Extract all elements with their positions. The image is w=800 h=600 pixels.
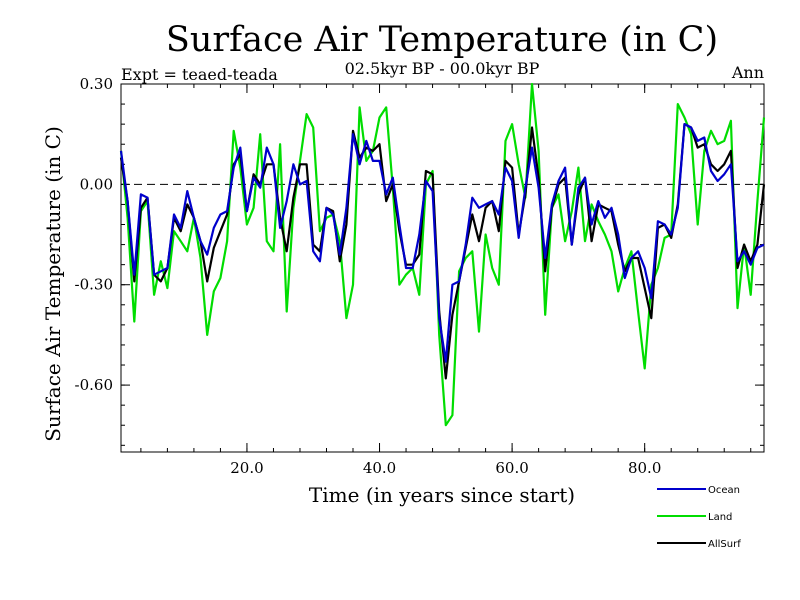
plot-area: 0.30 0.00 -0.30 -0.60 20.0 40.0 60.0 80.0 [75,75,766,477]
x-tick-label: 80.0 [628,459,661,477]
plot-frame [120,83,765,453]
legend-label-ocean: Ocean [708,485,740,496]
y-tick-label: -0.30 [75,276,113,294]
legend: Ocean Land AllSurf [657,485,741,550]
y-tick-label: 0.30 [80,75,113,93]
x-tick-label: 20.0 [230,459,263,477]
y-tick-label: 0.00 [80,175,113,193]
series-line-land [119,82,766,427]
y-axis-label: Surface Air Temperature (in C) [41,126,65,442]
x-tick-label: 60.0 [495,459,528,477]
series-line-ocean [119,122,765,363]
legend-label-allsurf: AllSurf [708,539,741,550]
experiment-label: Expt = teaed-teada [121,65,278,84]
x-tick-label: 40.0 [363,459,396,477]
legend-label-land: Land [708,512,732,523]
season-label: Ann [731,63,764,82]
chart-title: Surface Air Temperature (in C) [166,20,718,60]
chart-subtitle: 02.5kyr BP - 00.0kyr BP [345,59,540,78]
x-axis-label: Time (in years since start) [309,483,575,507]
y-tick-label: -0.60 [75,376,113,394]
